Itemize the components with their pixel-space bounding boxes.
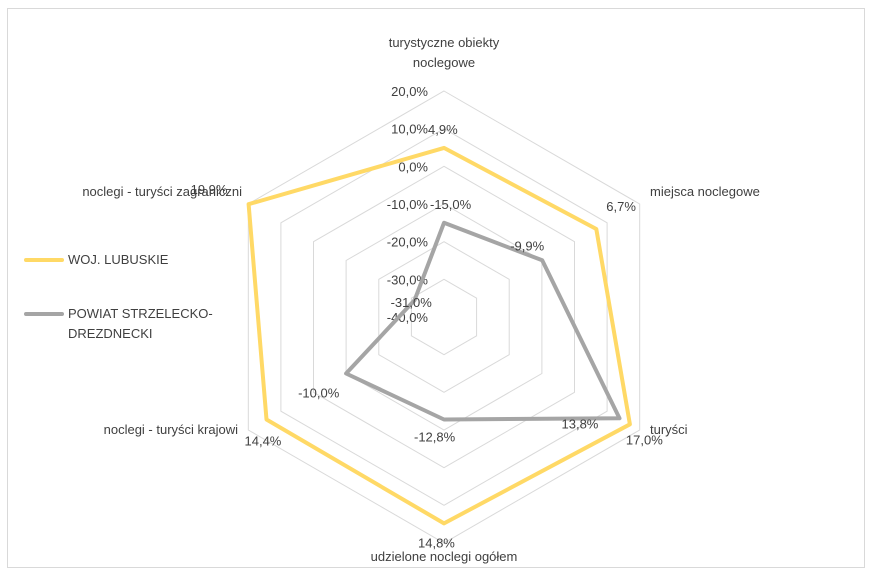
series-line-0: [246, 145, 632, 526]
legend-label-powiat-line2: DREZDNECKI: [68, 326, 153, 341]
data-label: -10,0%: [298, 386, 340, 401]
data-label: -15,0%: [430, 197, 472, 212]
data-label: -31,0%: [391, 295, 433, 310]
tick-label: -20,0%: [387, 235, 429, 250]
data-label: 14,8%: [418, 535, 455, 550]
axis-label: noclegi - turyści krajowi: [104, 422, 238, 437]
legend-label-powiat-line1: POWIAT STRZELECKO-: [68, 306, 213, 321]
data-label: -9,9%: [510, 238, 544, 253]
axis-label: turystyczne obiekty: [389, 35, 500, 50]
tick-label: 0,0%: [398, 159, 428, 174]
series-lines: [246, 145, 632, 526]
tick-label: 20,0%: [391, 84, 428, 99]
legend-swatch-lubuskie: [24, 258, 64, 262]
series-line-1: [344, 220, 622, 422]
tick-label: -10,0%: [387, 197, 429, 212]
grid-ring: [247, 90, 641, 544]
axis-label: noclegi - turyści zagraniczni: [82, 184, 242, 199]
legend-swatch-powiat: [24, 312, 64, 316]
data-label: 19,9%: [191, 182, 228, 197]
axis-labels: turystyczne obiekty noclegowe miejsca nocl…: [82, 35, 760, 564]
data-label: 6,7%: [606, 199, 636, 214]
chart-frame: [7, 8, 865, 568]
data-label: 4,9%: [428, 122, 458, 137]
grid-ring: [378, 241, 510, 393]
data-label: -12,8%: [414, 430, 456, 445]
axis-label: turyści: [650, 422, 688, 437]
legend-label-lubuskie: WOJ. LUBUSKIE: [68, 252, 169, 267]
data-label: 14,4%: [245, 434, 282, 449]
grid-ring: [313, 165, 575, 469]
axis-label: udzielone noclegi ogółem: [371, 549, 518, 564]
radar-grid: [247, 90, 641, 544]
data-label: 17,0%: [626, 432, 663, 447]
grid-ring: [410, 278, 478, 356]
axis-label: miejsca noclegowe: [650, 184, 760, 199]
tick-label: 10,0%: [391, 122, 428, 137]
tick-label: -30,0%: [387, 272, 429, 287]
axis-label: noclegowe: [413, 55, 475, 70]
grid-ring: [280, 128, 608, 506]
data-label: 13,8%: [562, 416, 599, 431]
data-labels: 4,9% 6,7% 17,0% 14,8% 14,4% 19,9% -15,0% -9,9% 1…: [191, 122, 664, 551]
